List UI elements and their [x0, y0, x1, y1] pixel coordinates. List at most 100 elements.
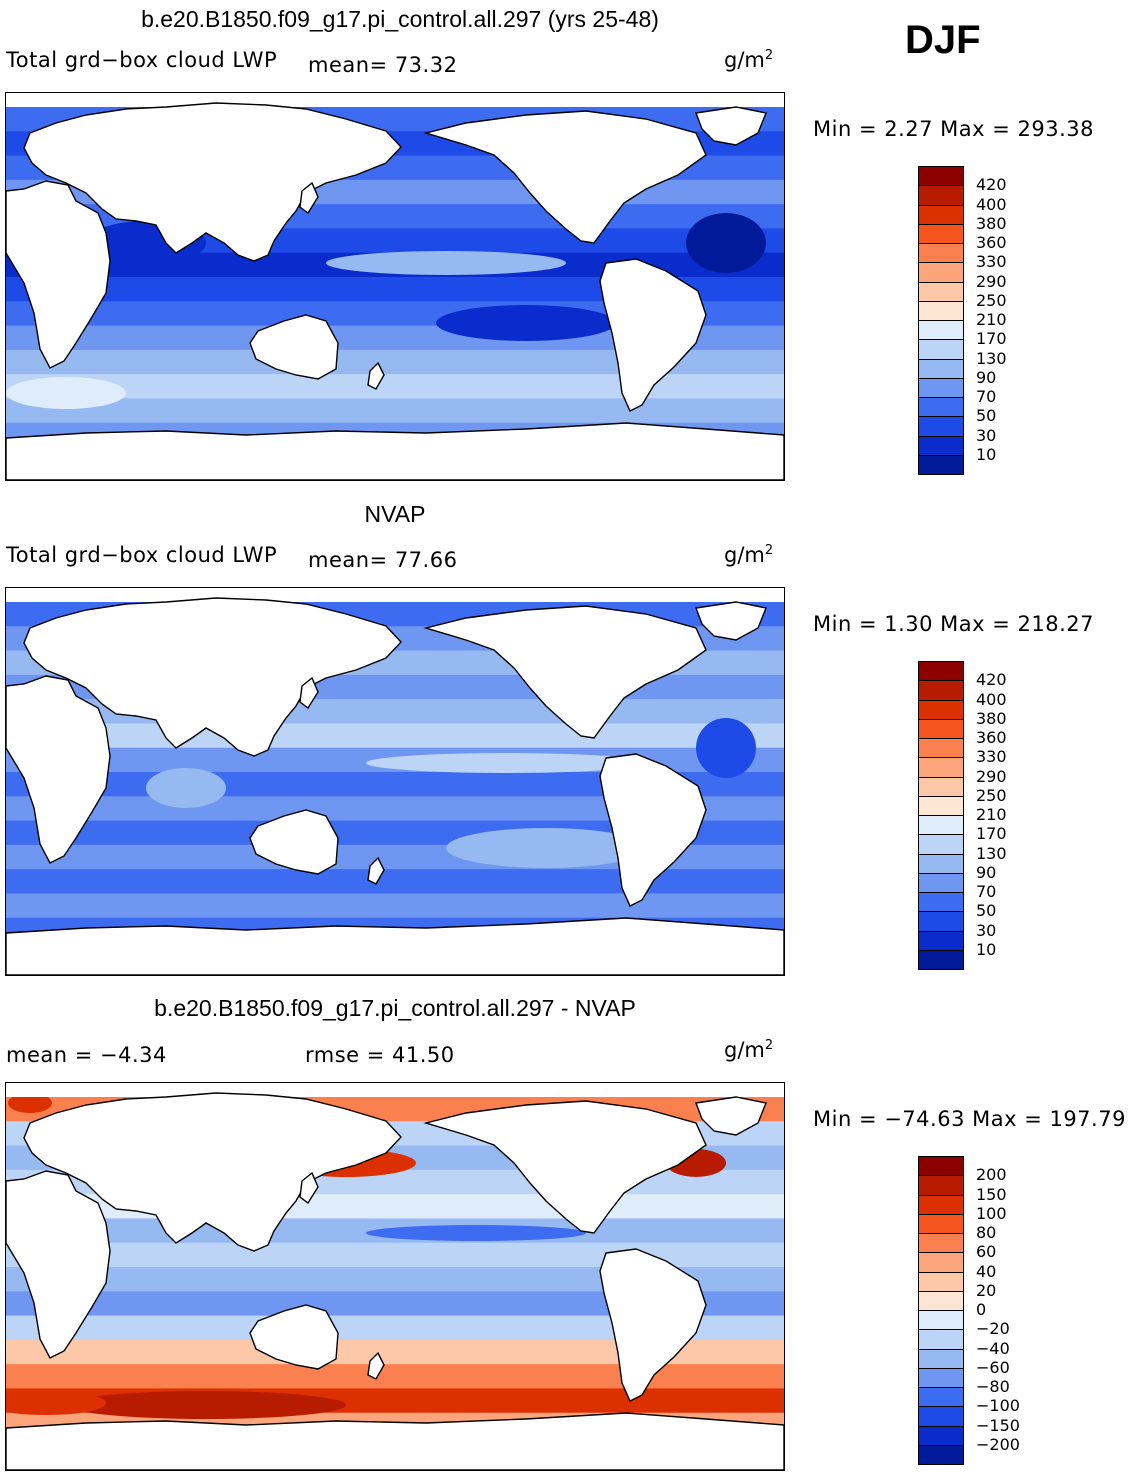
colorbar-swatch [918, 166, 964, 187]
colorbar-swatch [918, 262, 964, 283]
coastline [599, 1248, 707, 1402]
colorbar-swatch [918, 834, 964, 855]
colorbar-swatch [918, 815, 964, 836]
panel-3-colorbar: 200 150 100 80 60 40 20 0 −20 −40 −60 −80 −100 −150 −2… [918, 1156, 1038, 1465]
colorbar-label: 90 [976, 862, 997, 882]
field-anomaly [6, 1391, 106, 1415]
colorbar-label: 10 [976, 444, 997, 464]
panel-1-title: b.e20.B1850.f09_g17.pi_control.all.297 (… [141, 6, 659, 32]
coastline [299, 676, 319, 710]
colorbar-swatch [918, 1233, 964, 1254]
colorbar-swatch [918, 1387, 964, 1408]
colorbar-label: 420 [976, 175, 1007, 195]
field-anomaly [446, 828, 646, 868]
coastline [23, 1092, 402, 1252]
colorbar-swatch [918, 397, 964, 418]
coastline [23, 597, 402, 757]
colorbar-label: 50 [976, 406, 997, 426]
panel-1-units: g/m2 [724, 48, 774, 72]
panel-2-minmax: Min = 1.30 Max = 218.27 [813, 612, 1094, 636]
colorbar-label: 360 [976, 233, 1007, 252]
colorbar-swatch [918, 1444, 964, 1465]
panel-1-minmax: Min = 2.27 Max = 293.38 [813, 117, 1094, 141]
coastline [249, 314, 339, 380]
panel-3-title: b.e20.B1850.f09_g17.pi_control.all.297 -… [154, 995, 636, 1021]
colorbar-swatch [918, 1156, 964, 1177]
colorbar-swatch [918, 300, 964, 321]
colorbar-label: 60 [976, 1242, 997, 1262]
colorbar-label: 10 [976, 939, 997, 959]
coastline [599, 753, 707, 907]
field-anomaly [436, 305, 616, 341]
colorbar-swatch [918, 1348, 964, 1369]
colorbar-label: 0 [976, 1300, 987, 1319]
colorbar-label: 380 [976, 708, 1007, 728]
coastline [367, 856, 385, 885]
coastline [695, 1096, 767, 1136]
colorbar-swatch [918, 738, 964, 759]
coastline [299, 181, 319, 215]
panel-2-colorbar: 420 400 380 360 330 290 250 210 170 130 90 70 50 30 10 [918, 661, 1038, 970]
season-label: DJF [905, 18, 981, 62]
colorbar-swatch [918, 911, 964, 932]
colorbar-label: 90 [976, 367, 997, 387]
coastline [423, 605, 707, 739]
field-anomaly [366, 1225, 586, 1241]
field-anomaly [366, 753, 646, 773]
colorbar-label: 330 [976, 747, 1007, 767]
colorbar-label: −100 [976, 1396, 1020, 1416]
colorbar-label: 420 [976, 670, 1007, 690]
colorbar-swatch [918, 1425, 964, 1446]
ocean-field-band [6, 398, 784, 424]
colorbar-label: 130 [976, 348, 1007, 368]
panel-1-map [5, 92, 785, 481]
colorbar-swatch [918, 892, 964, 913]
field-anomaly [66, 1391, 346, 1419]
colorbar-label: 290 [976, 766, 1007, 786]
colorbar-label: −40 [976, 1338, 1010, 1358]
colorbar-label: 150 [976, 1184, 1007, 1204]
colorbar-swatch [918, 718, 964, 739]
colorbar-label: 250 [976, 290, 1007, 310]
ocean-field-band [6, 869, 784, 895]
coastline [6, 1412, 784, 1470]
colorbar-swatch [918, 243, 964, 264]
coastline [6, 1170, 111, 1359]
colorbar-label: 360 [976, 728, 1007, 747]
coastline [6, 180, 111, 369]
field-anomaly [146, 768, 226, 808]
ocean-field-band [6, 723, 784, 749]
colorbar-swatch [918, 1290, 964, 1311]
panel-3-units: g/m2 [724, 1038, 774, 1062]
coastline [6, 917, 784, 975]
panel-2-map [5, 587, 785, 976]
colorbar-label: 30 [976, 425, 997, 445]
colorbar-swatch [918, 377, 964, 398]
colorbar-label: 130 [976, 843, 1007, 863]
ocean-field-band [6, 893, 784, 919]
colorbar-label: 400 [976, 689, 1007, 709]
coastline [367, 1351, 385, 1380]
colorbar-label: −20 [976, 1319, 1010, 1339]
colorbar-swatch [918, 185, 964, 206]
field-anomaly [696, 718, 756, 778]
panel-3-map [5, 1082, 785, 1471]
panel-1-colorbar: 420 400 380 360 330 290 250 210 170 130 90 70 50 30 10 [918, 166, 1038, 475]
colorbar-label: −80 [976, 1377, 1010, 1396]
field-anomaly [6, 377, 126, 409]
colorbar-swatch [918, 223, 964, 244]
panel-3-mean: mean = −4.34 [6, 1043, 167, 1067]
colorbar-label: 20 [976, 1280, 997, 1300]
colorbar-swatch [918, 1310, 964, 1331]
coastline [423, 110, 707, 244]
coastline [367, 361, 385, 390]
colorbar-label: −150 [976, 1415, 1020, 1435]
colorbar-swatch [918, 435, 964, 456]
panel-1-mean: mean= 73.32 [308, 53, 458, 77]
colorbar-label: 70 [976, 387, 997, 406]
coastline [599, 258, 707, 412]
colorbar-swatch [918, 1406, 964, 1427]
colorbar-label: −200 [976, 1434, 1020, 1454]
coastline [695, 106, 767, 146]
colorbar-swatch [918, 661, 964, 682]
